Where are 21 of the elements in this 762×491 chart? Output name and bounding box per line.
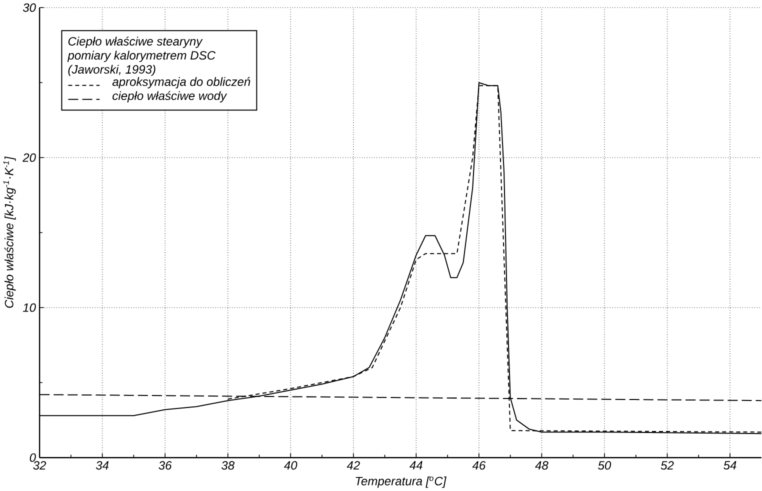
x-tick-label: 54 — [724, 461, 736, 470]
x-tick-label: 32 — [33, 461, 46, 470]
x-tick-label: 34 — [96, 461, 109, 470]
y-tick-label: 30 — [22, 3, 36, 12]
legend-label: aproksymacja do obliczeń — [112, 76, 250, 88]
x-tick-label: 38 — [221, 461, 234, 470]
y-tick-label: 20 — [22, 153, 36, 162]
y-tick-label: 0 — [30, 453, 36, 462]
y-axis-title: Ciepło właściwe [kJ·kg$^{-1}$·K$^{-1}$] — [3, 156, 16, 308]
legend-title: Ciepło właściwe stearyny pomiary kalorymetrem DSC (Jaworski, 1993) — [67, 36, 216, 76]
x-tick-label: 36 — [158, 461, 172, 470]
x-tick-label: 52 — [660, 461, 674, 470]
x-tick-label: 40 — [284, 461, 298, 470]
y-tick-label: 10 — [22, 303, 36, 312]
x-tick-label: 48 — [535, 461, 548, 470]
x-tick-label: 50 — [598, 461, 612, 470]
x-axis-title: Temperatura [$^{o}$C] — [356, 476, 446, 488]
legend-label: ciepło właściwe wody — [112, 91, 228, 102]
x-tick-label: 44 — [410, 461, 422, 470]
x-tick-label: 46 — [472, 461, 486, 470]
x-tick-label: 42 — [346, 461, 360, 470]
